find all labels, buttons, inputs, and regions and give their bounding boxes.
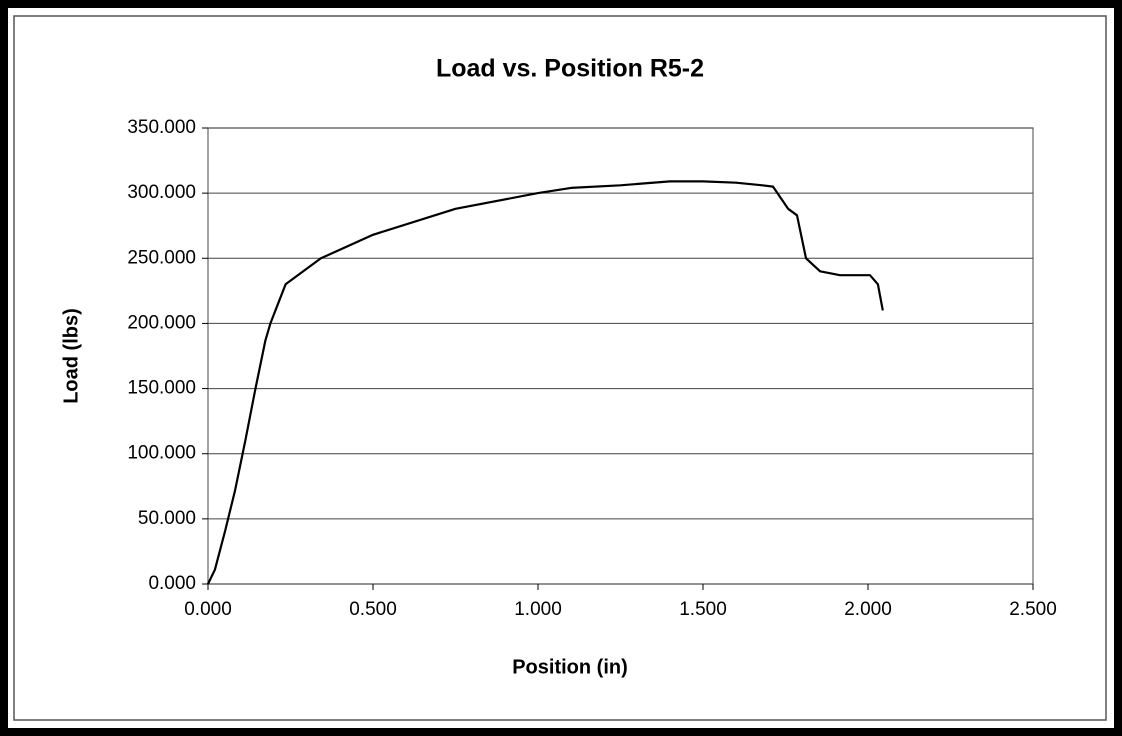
y-tick-label: 150.000 — [127, 378, 196, 399]
y-tick-label: 50.000 — [138, 508, 196, 529]
plot-area — [207, 127, 1034, 585]
y-tick-label: 250.000 — [127, 247, 196, 268]
y-tick-label: 100.000 — [127, 443, 196, 464]
y-tick-label: 200.000 — [127, 312, 196, 333]
data-line — [207, 180, 884, 585]
x-tick-label: 1.000 — [514, 599, 562, 620]
x-tick-label: 0.000 — [184, 599, 232, 620]
x-axis-title: Position (in) — [512, 656, 628, 678]
chart-title: Load vs. Position R5-2 — [436, 55, 704, 83]
y-tick-label: 300.000 — [127, 182, 196, 203]
x-tick-label: 0.500 — [349, 599, 397, 620]
x-tick-label: 1.500 — [679, 599, 727, 620]
y-axis-title: Load (lbs) — [60, 308, 82, 404]
x-tick-label: 2.000 — [844, 599, 892, 620]
y-tick-label: 0.000 — [148, 573, 196, 594]
y-tick-label: 350.000 — [127, 117, 196, 138]
x-tick-label: 2.500 — [1009, 599, 1057, 620]
